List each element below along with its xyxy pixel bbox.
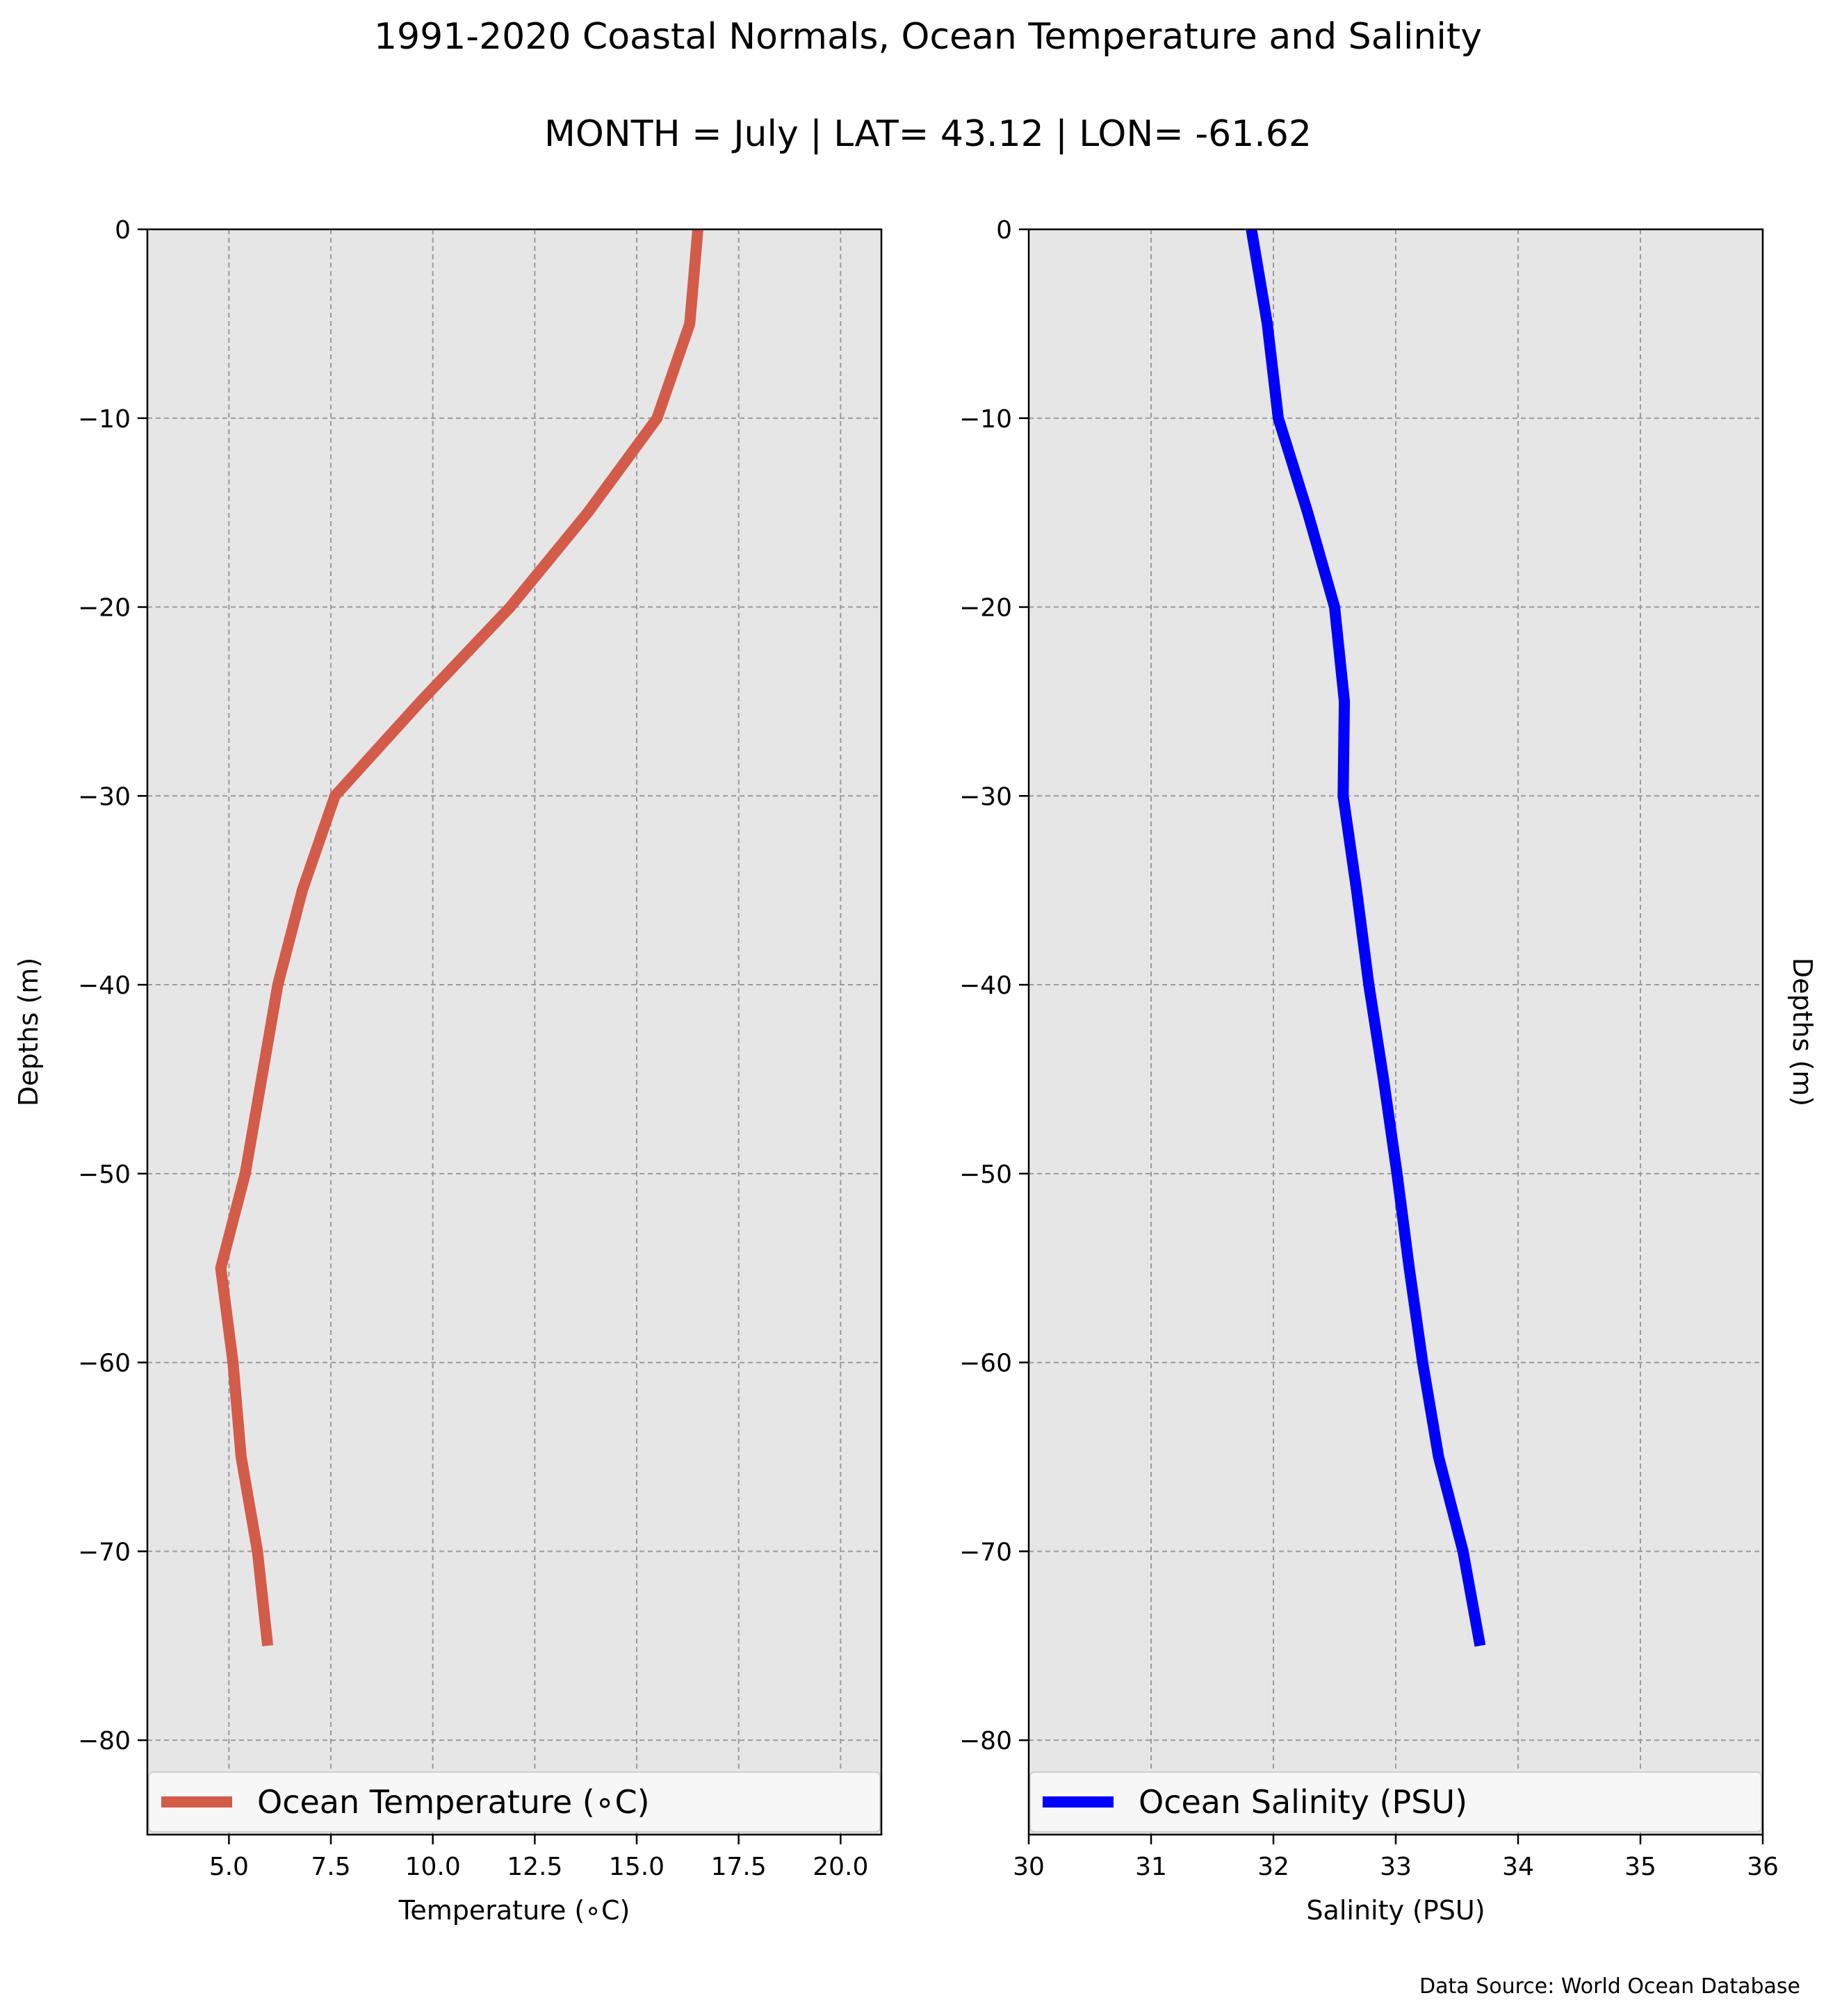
y-tick-label: −70 — [959, 1538, 1012, 1566]
x-tick-label: 33 — [1380, 1853, 1412, 1881]
y-tick-label: −70 — [78, 1538, 131, 1566]
series-line — [215, 229, 703, 1647]
x-tick-label: 36 — [1747, 1853, 1779, 1881]
x-tick-label: 17.5 — [711, 1853, 767, 1881]
y-tick-label: −30 — [959, 782, 1012, 811]
y-tick-label: −50 — [78, 1161, 131, 1189]
x-tick-label: 35 — [1624, 1853, 1656, 1881]
y-tick-label: −50 — [959, 1161, 1012, 1189]
y-tick-label: −20 — [959, 594, 1012, 623]
y-tick-label: −80 — [959, 1727, 1012, 1755]
y-tick-label: −30 — [78, 782, 131, 811]
y-tick-label: −80 — [78, 1727, 131, 1755]
y-tick-label: −10 — [959, 405, 1012, 434]
x-tick-label: 15.0 — [609, 1853, 665, 1881]
y-axis-label: Depths (m) — [1787, 958, 1818, 1106]
figure-title: 1991-2020 Coastal Normals, Ocean Tempera… — [374, 16, 1482, 58]
y-axis-label: Depths (m) — [13, 958, 44, 1106]
x-tick-label: 34 — [1502, 1853, 1534, 1881]
y-tick-label: −60 — [959, 1350, 1012, 1378]
x-tick-label: 5.0 — [209, 1853, 249, 1881]
x-tick-label: 20.0 — [813, 1853, 868, 1881]
x-tick-label: 31 — [1135, 1853, 1167, 1881]
y-tick-label: −20 — [78, 594, 131, 623]
series-line — [1246, 228, 1486, 1647]
temperature-panel: 0 −10 −20 −30 −40 −50 −60 −70 −80 5.0 7.5 10.0 12.5 1… — [13, 216, 883, 1926]
salinity-panel: 0 −10 −20 −30 −40 −50 −60 −70 −80 30 31 32 33 34 35 36 O… — [959, 216, 1818, 1926]
y-tick-label: −40 — [78, 972, 131, 1000]
legend — [148, 1771, 881, 1833]
x-tick-label: 32 — [1257, 1853, 1289, 1881]
y-tick-label: −10 — [78, 405, 131, 434]
x-axis-label: Temperature (∘C) — [398, 1895, 630, 1926]
y-tick-label: −40 — [959, 972, 1012, 1000]
x-tick-label: 30 — [1013, 1853, 1045, 1881]
x-tick-label: 10.0 — [405, 1853, 461, 1881]
x-axis-label: Salinity (PSU) — [1306, 1895, 1485, 1926]
figure-subtitle: MONTH = July | LAT= 43.12 | LON= -61.62 — [544, 113, 1312, 155]
y-tick-label: −60 — [78, 1350, 131, 1378]
x-tick-label: 7.5 — [311, 1853, 350, 1881]
legend-label: Ocean Temperature (∘C) — [257, 1783, 650, 1821]
y-tick-label: 0 — [115, 216, 131, 245]
data-source-note: Data Source: World Ocean Database — [1419, 1974, 1800, 1999]
legend — [1029, 1771, 1762, 1833]
x-tick-label: 12.5 — [507, 1853, 562, 1881]
legend-label: Ocean Salinity (PSU) — [1139, 1783, 1467, 1821]
axes-frame — [146, 228, 883, 1836]
axes-frame — [1027, 228, 1764, 1836]
y-tick-label: 0 — [996, 216, 1012, 245]
